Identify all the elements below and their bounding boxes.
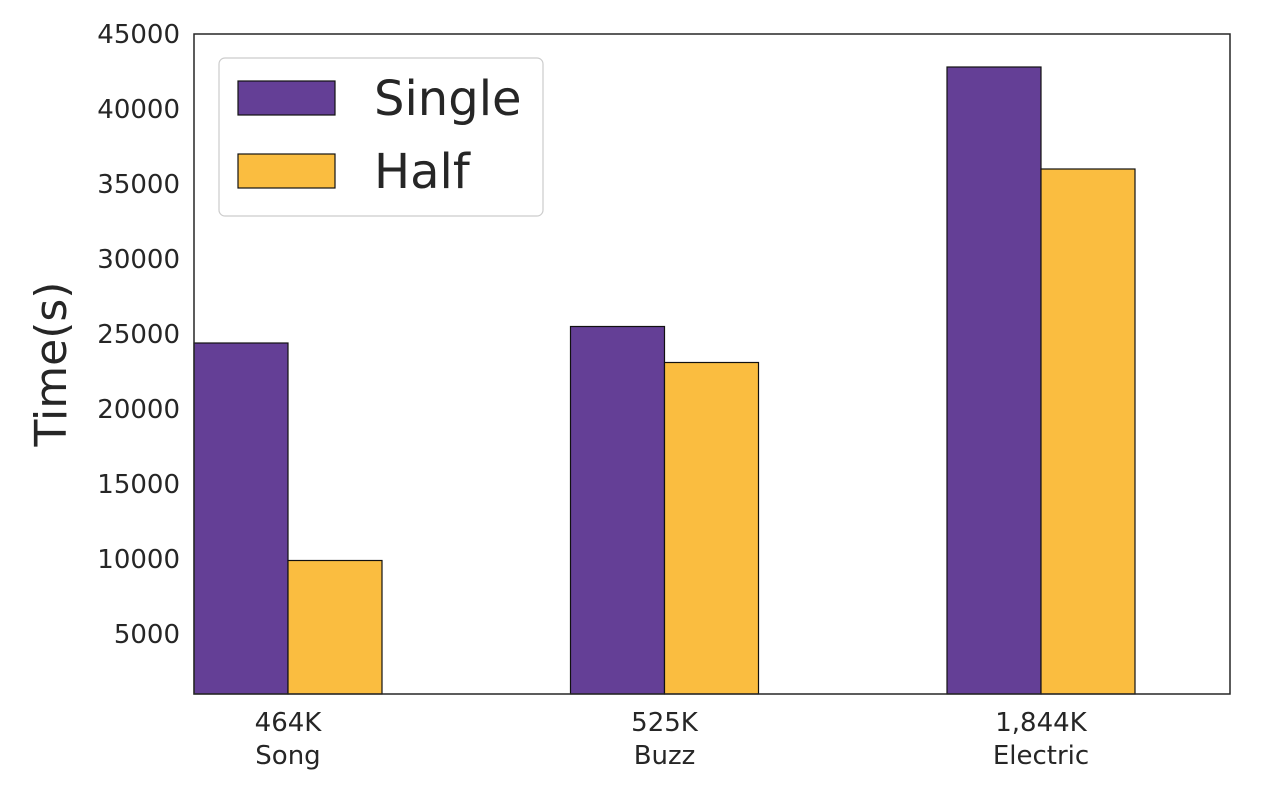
x-tick-sublabel: Buzz bbox=[634, 741, 696, 771]
legend-label-single: Single bbox=[374, 71, 522, 127]
y-axis-title: Time(s) bbox=[26, 282, 77, 448]
y-tick-label: 35000 bbox=[97, 170, 180, 200]
legend-label-half: Half bbox=[374, 144, 471, 200]
bar-single-song bbox=[193, 342, 289, 695]
x-tick-sublabel: Song bbox=[255, 741, 320, 771]
x-tick-label: 464K bbox=[255, 708, 323, 738]
bar-half-song bbox=[287, 559, 383, 695]
x-tick-sublabel: Electric bbox=[993, 741, 1089, 771]
y-tick-label: 30000 bbox=[97, 245, 180, 275]
bar-single-buzz bbox=[569, 325, 666, 695]
legend-swatch-single bbox=[237, 80, 336, 116]
y-tick-label: 25000 bbox=[97, 320, 180, 350]
x-tick-label: 525K bbox=[631, 708, 699, 738]
y-tick-label: 20000 bbox=[97, 395, 180, 425]
bars-layer bbox=[193, 66, 1136, 695]
y-tick-label: 45000 bbox=[97, 20, 180, 50]
bar-half-buzz bbox=[663, 361, 760, 695]
plot-frame bbox=[193, 33, 1231, 695]
y-tick-label: 10000 bbox=[97, 545, 180, 575]
legend-swatch-half bbox=[237, 153, 336, 189]
y-tick-label: 40000 bbox=[97, 95, 180, 125]
y-axis-ticks: 5000 10000 15000 20000 25000 30000 35000 40000 4… bbox=[97, 20, 180, 650]
bar-single-electric bbox=[946, 66, 1042, 695]
x-tick-label: 1,844K bbox=[995, 708, 1087, 738]
bar-half-electric bbox=[1040, 168, 1136, 695]
y-tick-label: 5000 bbox=[114, 620, 180, 650]
y-tick-label: 15000 bbox=[97, 470, 180, 500]
legend: Single Half bbox=[218, 57, 544, 217]
